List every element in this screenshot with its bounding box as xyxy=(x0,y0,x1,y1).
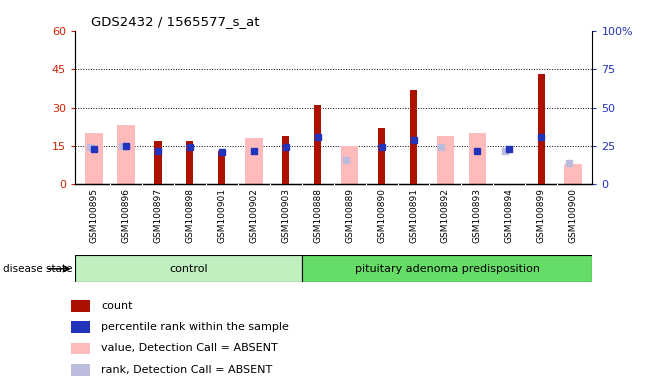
Text: GSM100894: GSM100894 xyxy=(505,188,514,243)
Bar xyxy=(378,128,385,184)
Text: GSM100902: GSM100902 xyxy=(249,188,258,243)
Bar xyxy=(538,74,545,184)
Text: GSM100889: GSM100889 xyxy=(345,188,354,243)
Bar xyxy=(71,321,90,333)
Bar xyxy=(71,343,90,354)
Text: GSM100888: GSM100888 xyxy=(313,188,322,243)
Bar xyxy=(71,300,90,312)
Bar xyxy=(117,126,135,184)
Bar xyxy=(437,136,454,184)
Text: value, Detection Call = ABSENT: value, Detection Call = ABSENT xyxy=(101,343,278,354)
Bar xyxy=(245,138,262,184)
Text: GSM100903: GSM100903 xyxy=(281,188,290,243)
Text: GDS2432 / 1565577_s_at: GDS2432 / 1565577_s_at xyxy=(91,15,260,28)
Text: GSM100890: GSM100890 xyxy=(377,188,386,243)
Text: GSM100898: GSM100898 xyxy=(186,188,195,243)
Text: GSM100897: GSM100897 xyxy=(154,188,163,243)
Bar xyxy=(469,133,486,184)
Text: GSM100895: GSM100895 xyxy=(90,188,98,243)
Bar xyxy=(410,89,417,184)
Bar xyxy=(341,146,359,184)
Bar xyxy=(186,141,193,184)
Text: GSM100899: GSM100899 xyxy=(537,188,546,243)
Text: count: count xyxy=(101,301,133,311)
Bar xyxy=(564,164,582,184)
Text: disease state: disease state xyxy=(3,264,73,274)
Text: GSM100891: GSM100891 xyxy=(409,188,418,243)
Text: pituitary adenoma predisposition: pituitary adenoma predisposition xyxy=(355,264,540,274)
Text: GSM100893: GSM100893 xyxy=(473,188,482,243)
Bar xyxy=(71,364,90,376)
Bar xyxy=(85,133,103,184)
Text: control: control xyxy=(169,264,208,274)
Bar xyxy=(314,105,321,184)
Text: GSM100901: GSM100901 xyxy=(217,188,227,243)
Text: GSM100900: GSM100900 xyxy=(569,188,577,243)
Bar xyxy=(75,255,301,282)
Bar xyxy=(301,255,592,282)
Text: GSM100896: GSM100896 xyxy=(122,188,130,243)
Bar xyxy=(282,136,289,184)
Text: rank, Detection Call = ABSENT: rank, Detection Call = ABSENT xyxy=(101,364,272,375)
Text: percentile rank within the sample: percentile rank within the sample xyxy=(101,322,289,333)
Text: GSM100892: GSM100892 xyxy=(441,188,450,243)
Bar xyxy=(218,151,225,184)
Bar xyxy=(154,141,161,184)
